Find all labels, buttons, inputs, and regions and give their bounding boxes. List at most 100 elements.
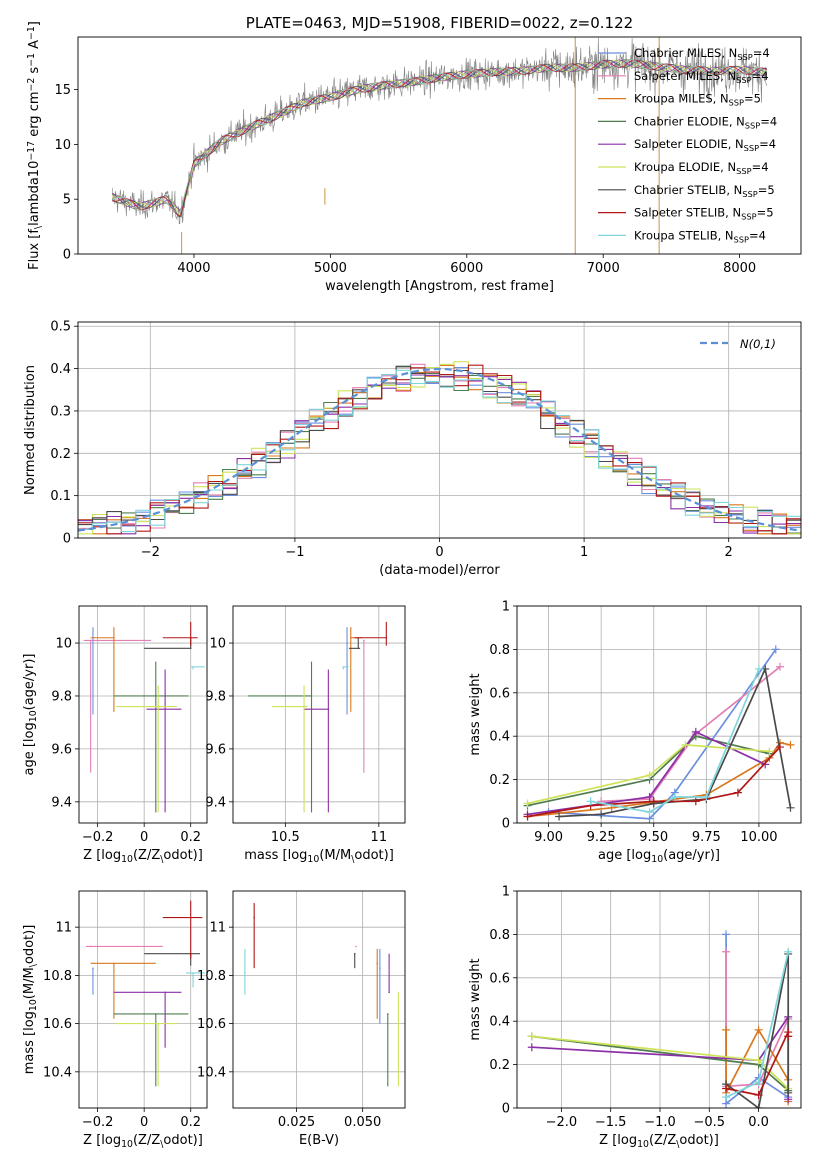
histogram-step (78, 374, 801, 535)
x-axis-label: Z [log10(Z/Z\odot)] (83, 1133, 203, 1150)
axes-frame (516, 890, 802, 1109)
series-marker (771, 645, 780, 654)
y-tick-label: 0.3 (50, 404, 71, 419)
series-marker (670, 792, 679, 801)
y-tick-label: 0.8 (489, 643, 510, 658)
x-tick-label: 2 (725, 545, 733, 560)
data-point (89, 945, 92, 948)
data-point (379, 967, 381, 969)
x-tick-label: 0.050 (344, 1115, 381, 1130)
data-point (92, 642, 94, 644)
y-tick-label: 10 (209, 637, 226, 652)
series-marker (645, 792, 654, 801)
series-line (725, 934, 789, 1106)
series-marker (691, 727, 700, 736)
data-point (353, 952, 356, 955)
model-fit-line (111, 59, 767, 218)
series-marker (784, 947, 793, 956)
series-line (725, 951, 789, 1088)
spectrum-legend: Chabrier MILES, NSSP=4 Salpeter MILES, NS… (598, 46, 777, 244)
series-marker (722, 947, 731, 956)
histogram-step (78, 366, 801, 529)
panel-mass_vs_Z: −0.2 0 0.2 10.4 10.6 10.8 11 Z [log10(Z/Z\odot)… (22, 890, 208, 1150)
series-marker (722, 930, 731, 939)
series-marker (784, 1032, 793, 1041)
y-tick-label: 10 (55, 637, 72, 652)
x-tick-label: −0.5 (694, 1115, 726, 1130)
y-tick-label: 0 (63, 532, 71, 547)
axes-frame (78, 605, 208, 824)
y-axis-label: mass weight (468, 958, 483, 1040)
y-axis-label: mass weight (468, 673, 483, 755)
data-point (164, 708, 166, 711)
y-tick-label: 0 (502, 1102, 510, 1117)
legend-label: Chabrier MILES, NSSP=4 (634, 46, 770, 62)
y-tick-label: 1 (502, 885, 510, 900)
model-fit-line (111, 59, 768, 216)
y-tick-label: 0.4 (489, 730, 510, 745)
x-tick-label: 0 (140, 1115, 148, 1130)
series-marker (754, 1056, 763, 1065)
data-point (310, 695, 313, 697)
data-point (189, 636, 192, 639)
series-line (548, 648, 777, 820)
plot-area (111, 37, 768, 254)
panel-age_vs_Z: −0.2 0 0.2 9.4 9.6 9.8 10 Z [log10(Z/Z\odot)] ag… (22, 605, 208, 865)
gridlines (517, 605, 801, 824)
series-marker (645, 771, 654, 780)
plot-area (523, 645, 795, 823)
legend-label: Kroupa MILES, NSSP=5 (634, 92, 761, 108)
data-point (385, 636, 388, 639)
plot-area (78, 361, 801, 535)
y-tick-label: 0.6 (489, 686, 510, 701)
y-tick-label: 9.6 (205, 742, 226, 757)
axes-frame (77, 321, 802, 539)
x-axis-label: Z [log10(Z/Z\odot)] (83, 848, 203, 865)
y-tick-label: 9.4 (205, 795, 226, 810)
y-tick-label: 0.6 (489, 971, 510, 986)
series-marker (586, 797, 595, 806)
x-tick-label: −1 (285, 545, 304, 560)
data-point (113, 962, 115, 965)
legend-label: Salpeter STELIB, NSSP=5 (634, 206, 774, 222)
y-tick-label: 9.6 (51, 742, 72, 757)
series-marker (645, 808, 654, 817)
series-marker (786, 803, 795, 812)
y-tick-label: 1 (502, 600, 510, 615)
x-tick-label: −0.2 (82, 830, 114, 845)
series-marker (775, 743, 784, 752)
y-tick-label: 9.4 (51, 795, 72, 810)
series-marker (765, 747, 774, 756)
figure-title: PLATE=0463, MJD=51908, FIBERID=0022, z=0… (246, 14, 633, 32)
series-marker (722, 1084, 731, 1093)
gridlines (233, 891, 405, 1108)
histogram-step (78, 369, 801, 533)
x-tick-label: 9.50 (639, 830, 668, 845)
x-tick-label: 6000 (450, 261, 483, 276)
y-tick-label: 10.8 (197, 969, 226, 984)
x-tick-label: 9.75 (692, 830, 721, 845)
axes-frame (77, 36, 802, 255)
data-point (303, 705, 305, 708)
data-point (157, 1022, 159, 1025)
x-tick-label: 7000 (587, 261, 620, 276)
legend-label: N(0,1) (740, 337, 776, 351)
axes-frame (78, 890, 208, 1109)
data-point (92, 967, 94, 969)
legend-label: Kroupa ELODIE, NSSP=4 (634, 160, 769, 176)
data-point (192, 666, 194, 668)
x-tick-label: 10.5 (271, 830, 300, 845)
gridlines (79, 891, 207, 1108)
panel-age_vs_mass: 10.5 11 9.4 9.6 9.8 10 mass [log10(M/M\odot)] (205, 605, 406, 865)
x-axis-label: age [log10(age/yr)] (598, 848, 720, 865)
histogram-step (78, 364, 801, 535)
series-marker (597, 810, 606, 819)
series-marker (733, 788, 742, 797)
y-tick-label: 0.1 (50, 489, 71, 504)
y-tick-label: 10.6 (43, 1017, 72, 1032)
y-axis-label: age [log10(age/yr)] (22, 654, 39, 776)
x-axis-label: wavelength [Angstrom, rest frame] (325, 279, 554, 294)
series-line (527, 746, 781, 818)
panel-weight_vs_age: 9.00 9.25 9.50 9.75 10.00 0 0.2 0.4 0.6 0.8 1 age [… (468, 600, 802, 865)
panel-mass_vs_ebv: 0.025 0.050 10.4 10.6 10.8 11 E(B-V) (197, 890, 406, 1148)
